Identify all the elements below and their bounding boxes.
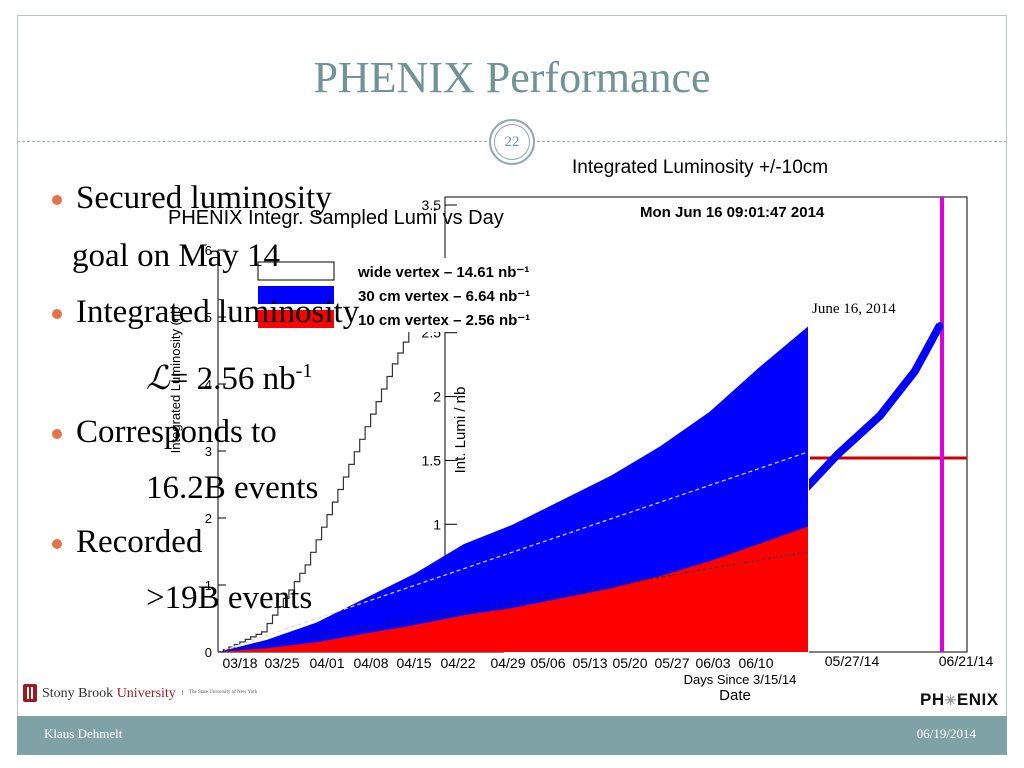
university-subtitle: The State University of New York	[182, 690, 257, 695]
bullet-1-line2: goal on May 14	[72, 238, 281, 274]
mid-y-tick-label: 6	[205, 243, 212, 258]
mid-x-tick-label: 03/18	[222, 655, 257, 671]
back-x-tick-label: 06/21/14	[939, 653, 994, 669]
legend-swatch	[258, 310, 334, 328]
bullet-4-line2: >19B events	[146, 580, 313, 616]
mid-y-tick-label: 1	[205, 578, 212, 593]
bullet-4-line1: Recorded	[76, 524, 203, 560]
mid-x-tick-label: 04/01	[309, 655, 344, 671]
mid-y-tick-label: 2	[205, 511, 212, 526]
page-number-badge: 22	[489, 119, 535, 165]
slide-title: PHENIX Performance	[313, 53, 711, 102]
front-x-tick-label: 06/10	[738, 655, 773, 671]
front-chart-title: Mon Jun 16 09:01:47 2014	[640, 204, 825, 221]
back-x-axis-label: Date	[719, 687, 751, 700]
mid-x-tick-label: 04/15	[396, 655, 431, 671]
mid-y-axis-label: Integrated Luminosity (nb	[168, 307, 183, 454]
back-curve-point	[937, 322, 943, 329]
front-x-tick-label: 05/13	[572, 655, 607, 671]
legend-swatch	[257, 261, 335, 281]
mid-chart-title: PHENIX Integr. Sampled Lumi vs Day	[168, 207, 504, 229]
mid-stair-path	[218, 276, 437, 653]
front-x-tick-label: 05/06	[530, 655, 565, 671]
bullet-2-value: ℒ= 2.56 nb-1	[146, 358, 312, 398]
guide-line-black	[217, 551, 809, 653]
footer-author: Klaus Dehmelt	[44, 726, 123, 741]
footer-date: 06/19/2014	[916, 726, 976, 741]
title-rule-left	[17, 141, 487, 142]
guide-line-white	[217, 451, 809, 653]
title-rule-right	[537, 141, 1007, 142]
bullet-dot-1	[52, 195, 62, 205]
lumi-exp: -1	[295, 360, 313, 382]
june16-annotation: June 16, 2014	[812, 301, 896, 317]
bullet-dot-2	[52, 309, 62, 319]
mid-x-tick-label: 03/25	[264, 655, 299, 671]
bullet-2-line1: Integrated luminosity	[76, 294, 360, 330]
mid-x-tick-label: 04/08	[353, 655, 388, 671]
front-x-tick-label: 06/03	[695, 655, 730, 671]
luminosity-charts: Integrated Luminosity +/-10cm 11.522.533…	[168, 157, 994, 700]
stony-brook-shield-icon	[23, 684, 37, 702]
page-number: 22	[494, 124, 530, 160]
legend-entry: 10 cm vertex – 2.56 nb⁻¹	[358, 312, 530, 329]
legend-entry: wide vertex – 14.61 nb⁻¹	[357, 264, 529, 281]
back-curve-point	[877, 412, 883, 419]
mid-y-tick-label: 5	[205, 310, 212, 325]
bullet-dot-4	[52, 539, 62, 549]
back-chart-title: Integrated Luminosity +/-10cm	[572, 157, 828, 178]
mid-y-tick-label: 3	[205, 444, 212, 459]
mid-y-ticks: 0 1 2 3 4 5 6	[205, 243, 226, 660]
front-x-tick-label: 05/27	[654, 655, 689, 671]
footer-bar	[17, 716, 1007, 755]
area-10cm-vertex	[218, 526, 808, 652]
phenix-logo: PH✳ENIX	[920, 690, 999, 709]
back-y-tick-label: 3.5	[422, 197, 442, 213]
mid-x-ticks: 03/18 03/25 04/01 04/08 04/15 04/22	[222, 655, 475, 671]
back-x-tick-label: 05/27/14	[825, 653, 880, 669]
lumi-symbol: ℒ	[146, 361, 170, 397]
back-y-axis-label: Int. Lumi / nb	[452, 387, 469, 474]
legend-swatch	[258, 286, 334, 304]
back-y-tick-label: 1.5	[422, 452, 442, 468]
front-x-ticks: 04/29 05/06 05/13 05/20 05/27 06/03 06/10	[490, 655, 773, 671]
phenix-star-icon: ✳	[944, 692, 957, 708]
back-curve-point	[835, 451, 841, 458]
bullet-1-line1: Secured luminosity	[76, 180, 332, 216]
mid-y-tick-label: 0	[205, 645, 212, 660]
stony-brook-logo: Stony Brook University The State Univers…	[22, 683, 257, 705]
mid-y-tick-label: 4	[205, 377, 212, 392]
back-curve-point	[912, 368, 918, 375]
back-x-ticks: 05/27/14 06/21/14	[825, 653, 994, 669]
bullet-3-line2: 16.2B events	[146, 470, 319, 506]
area-30cm-vertex	[218, 326, 808, 652]
front-area	[217, 326, 809, 653]
front-x-tick-label: 04/29	[490, 655, 525, 671]
legend-entry: 30 cm vertex – 6.64 nb⁻¹	[358, 288, 530, 305]
back-y-tick-label: 2	[433, 389, 441, 405]
bullet-3-line1: Corresponds to	[76, 414, 277, 450]
front-chart: Mon Jun 16 09:01:47 2014 04/29 05/06 05/13…	[217, 204, 825, 687]
back-y-tick-label: 1	[433, 516, 441, 532]
front-x-axis-label: Days Since 3/15/14	[684, 672, 797, 687]
university-name: Stony Brook University	[42, 686, 176, 701]
mid-x-tick-label: 04/22	[440, 655, 475, 671]
front-x-tick-label: 05/20	[612, 655, 647, 671]
bullet-dot-3	[52, 429, 62, 439]
lumi-value: = 2.56 nb	[169, 361, 296, 397]
front-legend: wide vertex – 14.61 nb⁻¹ 30 cm vertex – 6…	[254, 258, 530, 332]
